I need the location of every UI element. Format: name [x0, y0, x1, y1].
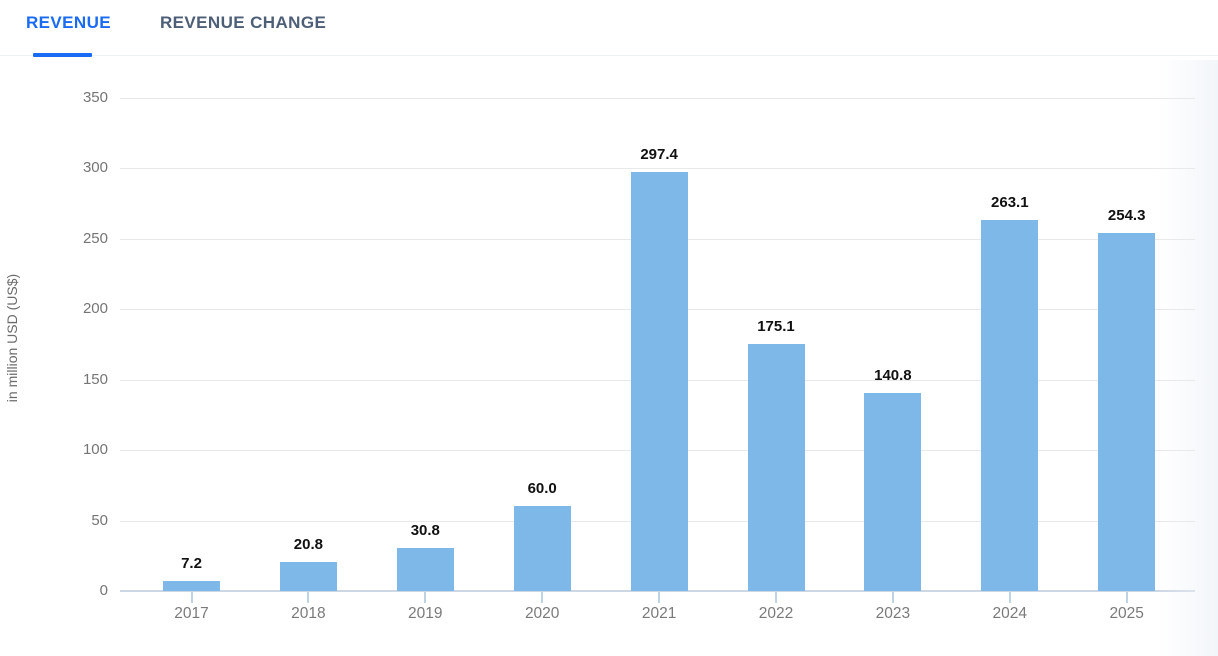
bar-value-label: 254.3 — [1107, 207, 1146, 224]
x-axis-label: 2021 — [641, 605, 677, 622]
y-axis-tick-label: 150 — [82, 370, 108, 388]
x-axis-tick — [891, 592, 894, 603]
x-axis-tick — [658, 592, 661, 603]
bar-2021[interactable] — [630, 172, 688, 591]
bar-2019[interactable] — [396, 548, 454, 591]
gridline — [120, 98, 1195, 99]
bar-2024[interactable] — [981, 220, 1039, 591]
bar-value-label: 175.1 — [757, 318, 795, 335]
x-axis-label: 2022 — [758, 605, 794, 622]
x-axis-line — [120, 590, 1195, 592]
bar-2020[interactable] — [513, 506, 571, 591]
bar-2025[interactable] — [1098, 233, 1156, 591]
x-axis-tick — [775, 592, 777, 603]
bar-value-label: 60.0 — [527, 480, 557, 497]
chart-tab-bar: REVENUE REVENUE CHANGE — [0, 0, 1218, 57]
y-axis-tick-label: 250 — [82, 229, 108, 247]
x-axis-tick — [541, 592, 544, 603]
y-axis-tick-label: 200 — [82, 300, 108, 318]
x-axis-tick — [190, 592, 193, 603]
tab-revenue[interactable]: REVENUE — [26, 13, 111, 32]
bar-2023[interactable] — [864, 393, 922, 591]
bar-value-label: 297.4 — [640, 146, 678, 163]
bar-value-label: 140.8 — [874, 367, 912, 384]
y-axis-tick-label: 50 — [91, 511, 108, 529]
y-axis-title: in million USD (US$) — [4, 273, 20, 403]
x-axis-label: 2025 — [1109, 605, 1144, 622]
bar-2022[interactable] — [747, 344, 805, 591]
y-axis-tick-label: 0 — [99, 582, 108, 599]
gridline — [120, 168, 1195, 170]
y-axis-tick-label: 300 — [82, 159, 108, 177]
x-axis-label: 2019 — [408, 605, 443, 622]
x-axis-label: 2024 — [992, 605, 1028, 622]
x-axis-label: 2020 — [524, 605, 560, 622]
tab-revenue-change[interactable]: REVENUE CHANGE — [160, 13, 327, 32]
y-axis-tick-label: 100 — [82, 441, 108, 459]
bar-2018[interactable] — [279, 562, 337, 591]
y-axis-tick-label: 350 — [82, 89, 108, 106]
x-axis-label: 2017 — [174, 605, 209, 622]
bar-value-label: 263.1 — [991, 194, 1029, 211]
x-axis-tick — [1125, 592, 1128, 603]
active-tab-indicator — [33, 53, 92, 57]
x-axis-tick — [1008, 592, 1011, 603]
bar-value-label: 7.2 — [181, 555, 202, 572]
bar-value-label: 20.8 — [293, 536, 323, 553]
bar-value-label: 30.8 — [410, 522, 440, 539]
right-edge-fade — [1158, 60, 1218, 656]
x-axis-tick — [424, 592, 427, 603]
x-axis-tick — [307, 592, 310, 603]
x-axis-label: 2018 — [291, 605, 326, 622]
x-axis-label: 2023 — [875, 605, 911, 622]
bar-2017[interactable] — [163, 581, 220, 591]
